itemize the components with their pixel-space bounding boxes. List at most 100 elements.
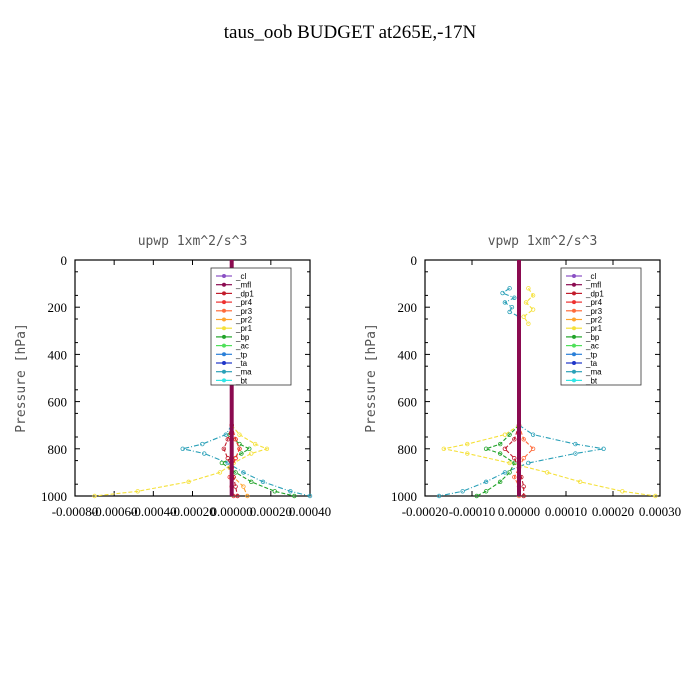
- legend-label: _cl: [585, 272, 596, 281]
- panel-2: vpwp 1xm^2/s^3 Pressure [hPa] 0 200 400 600 80…: [364, 234, 681, 519]
- data-point: [219, 460, 225, 466]
- series-line: [94, 424, 269, 497]
- x-tick-label: 0.00030: [639, 504, 681, 519]
- legend-label: _ma: [585, 368, 602, 377]
- data-point: [272, 489, 277, 494]
- x-tick-label: 0.00020: [250, 504, 292, 519]
- data-point: [530, 307, 536, 312]
- legend-marker: [572, 352, 576, 357]
- data-point: [186, 479, 191, 485]
- legend-marker: [572, 291, 576, 296]
- data-point: [483, 446, 489, 451]
- legend-label: _pr3: [585, 307, 603, 316]
- legend-label: _tp: [235, 350, 248, 359]
- legend-marker: [572, 274, 576, 278]
- series-bp: [474, 423, 522, 499]
- legend-label: _pr1: [585, 324, 603, 333]
- legend-label: _mfl: [235, 281, 251, 290]
- data-point: [260, 479, 266, 485]
- data-point: [225, 437, 230, 442]
- data-point: [237, 432, 242, 437]
- legend-marker: [222, 361, 226, 365]
- data-point: [573, 441, 578, 447]
- data-point: [512, 460, 517, 466]
- series-pr1: [92, 423, 270, 499]
- legend-marker: [572, 369, 576, 374]
- panel-title: vpwp 1xm^2/s^3: [488, 234, 598, 249]
- x-tick-label: 0.00000: [498, 504, 540, 519]
- data-point: [237, 446, 242, 451]
- legend-marker: [222, 291, 226, 296]
- legend-marker: [572, 334, 576, 339]
- data-point: [512, 295, 517, 300]
- data-point: [239, 451, 244, 456]
- data-point: [441, 446, 446, 451]
- data-point: [573, 451, 578, 456]
- legend-marker: [222, 308, 226, 313]
- data-point: [252, 441, 258, 447]
- data-point: [217, 470, 223, 475]
- y-axis-label: Pressure [hPa]: [14, 323, 29, 433]
- legend-label: _pr4: [585, 298, 603, 307]
- legend-marker: [572, 378, 576, 383]
- legend-marker: [572, 300, 576, 305]
- legend-label: _tp: [585, 350, 598, 359]
- data-point: [526, 460, 531, 466]
- data-point: [577, 479, 583, 485]
- legend-label: _bp: [585, 333, 600, 342]
- x-tick-label: 0.00010: [545, 504, 587, 519]
- legend-label: _mfl: [585, 281, 601, 290]
- legend-label: _bt: [585, 376, 598, 385]
- legend-label: _pr2: [235, 316, 253, 325]
- legend-marker: [572, 326, 576, 331]
- x-tick-label: 0.00020: [592, 504, 634, 519]
- data-point: [247, 446, 252, 451]
- data-point: [521, 437, 526, 442]
- legend-marker: [222, 326, 226, 331]
- data-point: [507, 432, 512, 437]
- data-point: [526, 286, 531, 291]
- data-point: [200, 441, 205, 447]
- legend-label: _pr3: [235, 307, 253, 316]
- data-point: [509, 305, 515, 310]
- data-point: [530, 293, 536, 298]
- data-point: [653, 493, 658, 499]
- legend-label: _bp: [235, 333, 250, 342]
- y-axis-label: Pressure [hPa]: [364, 323, 379, 433]
- data-point: [523, 300, 529, 305]
- data-point: [288, 489, 293, 494]
- series-ma: [180, 423, 313, 499]
- data-point: [233, 437, 238, 442]
- x-tick-label: -0.00010: [449, 504, 496, 519]
- data-point: [225, 460, 230, 466]
- data-point: [249, 451, 254, 456]
- data-point: [502, 300, 508, 305]
- data-point: [202, 451, 207, 456]
- y-tick-label: 200: [48, 300, 68, 315]
- series-ma: [436, 423, 606, 499]
- x-tick-label: -0.00020: [402, 504, 449, 519]
- x-tick-label: -0.00040: [130, 504, 177, 519]
- series-line: [522, 287, 534, 325]
- data-point: [507, 460, 512, 466]
- data-point: [233, 470, 238, 475]
- legend-marker: [222, 282, 226, 287]
- y-tick-label: 800: [398, 442, 418, 457]
- legend-label: _pr1: [235, 324, 253, 333]
- data-point: [502, 446, 508, 451]
- data-point: [507, 309, 512, 315]
- series-line: [182, 424, 311, 497]
- y-tick-label: 1000: [41, 489, 67, 504]
- data-point: [498, 451, 503, 456]
- data-point: [249, 479, 254, 485]
- legend-marker: [572, 343, 576, 348]
- x-tick-label: -0.00020: [169, 504, 216, 519]
- data-point: [521, 484, 526, 489]
- data-point: [507, 470, 512, 475]
- legend-marker: [222, 343, 226, 348]
- series-line: [443, 424, 656, 497]
- legend-label: _ta: [235, 359, 248, 368]
- series-line: [229, 425, 248, 497]
- data-point: [460, 489, 465, 494]
- y-tick-label: 600: [48, 395, 68, 410]
